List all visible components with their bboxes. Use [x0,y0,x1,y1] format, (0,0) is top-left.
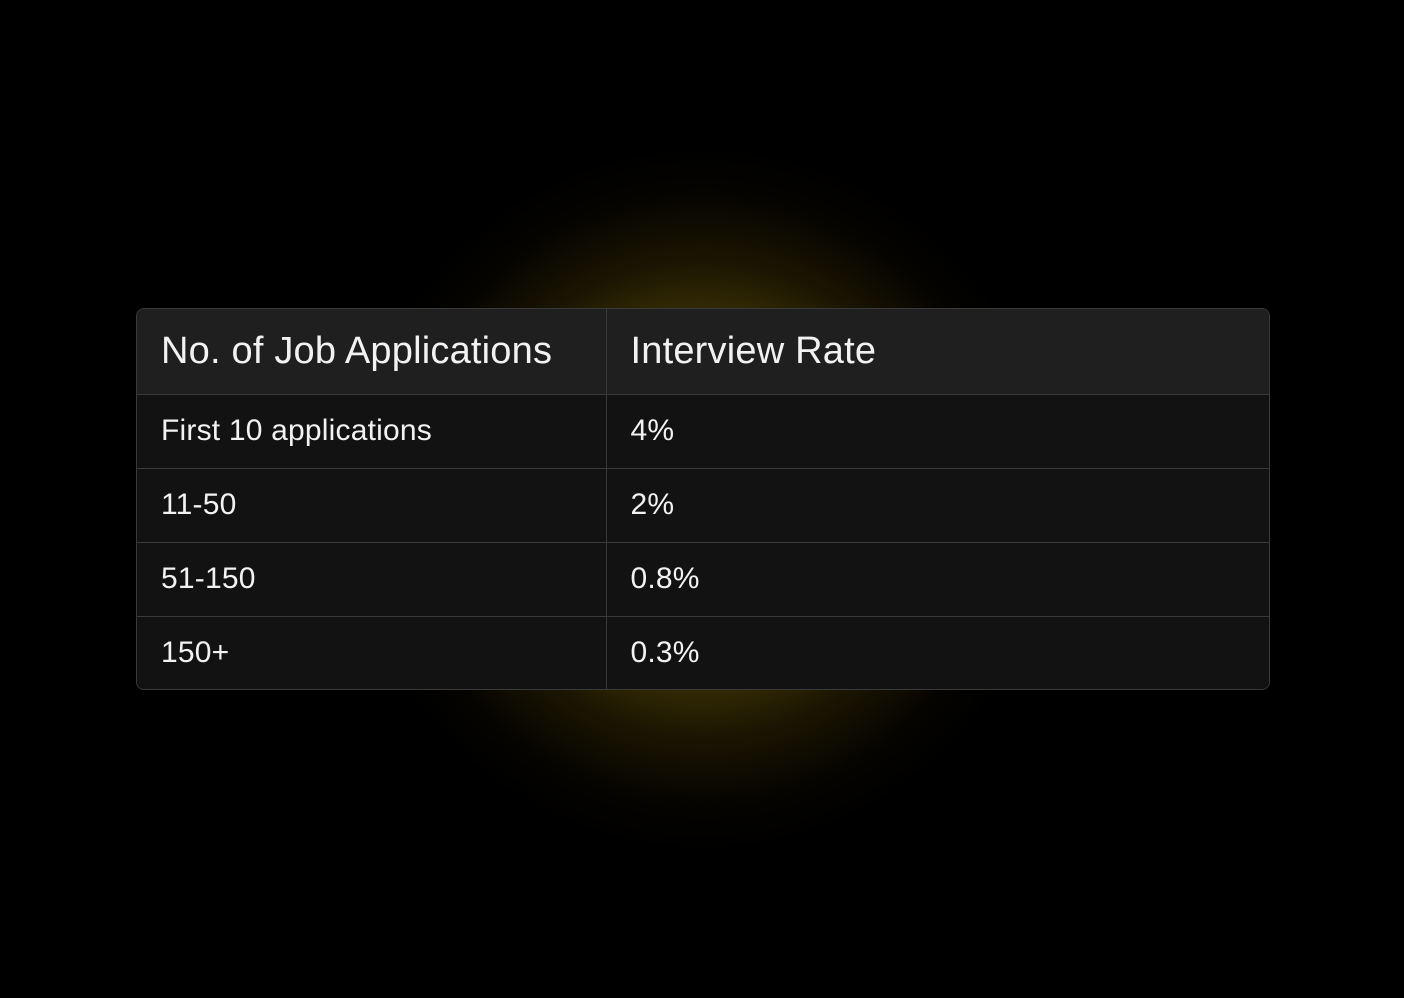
cell-interview-rate: 0.8% [606,542,1269,617]
cell-applications: First 10 applications [137,394,607,469]
cell-applications: 51-150 [137,542,607,617]
data-table: No. of Job Applications Interview Rate F… [137,309,1269,689]
interview-rate-table: No. of Job Applications Interview Rate F… [136,308,1270,690]
cell-interview-rate: 2% [606,468,1269,543]
table-row: 11-50 2% [137,468,1269,543]
table-row: First 10 applications 4% [137,394,1269,469]
cell-applications: 150+ [137,616,607,689]
table-row: 51-150 0.8% [137,542,1269,617]
table-header-row: No. of Job Applications Interview Rate [137,309,1269,395]
cell-interview-rate: 0.3% [630,636,700,670]
cell-interview-rate: 4% [606,394,1269,469]
column-header-interview-rate: Interview Rate [606,309,1269,395]
cell-applications: 11-50 [137,468,607,543]
column-header-applications: No. of Job Applications [137,309,607,395]
table-row: 150+ 0.3% [137,616,1269,689]
